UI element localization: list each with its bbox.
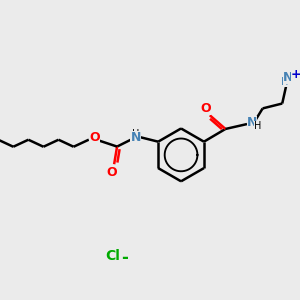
Text: H: H bbox=[254, 121, 262, 131]
Text: N: N bbox=[283, 70, 293, 84]
Text: Cl: Cl bbox=[105, 249, 120, 263]
Text: O: O bbox=[89, 131, 100, 144]
Text: H: H bbox=[281, 77, 289, 87]
Text: +: + bbox=[291, 68, 300, 81]
Text: -: - bbox=[121, 249, 128, 267]
Text: O: O bbox=[201, 102, 211, 115]
Text: H: H bbox=[132, 129, 139, 139]
Text: N: N bbox=[247, 116, 257, 129]
Text: N: N bbox=[130, 131, 141, 144]
Text: O: O bbox=[106, 166, 116, 178]
